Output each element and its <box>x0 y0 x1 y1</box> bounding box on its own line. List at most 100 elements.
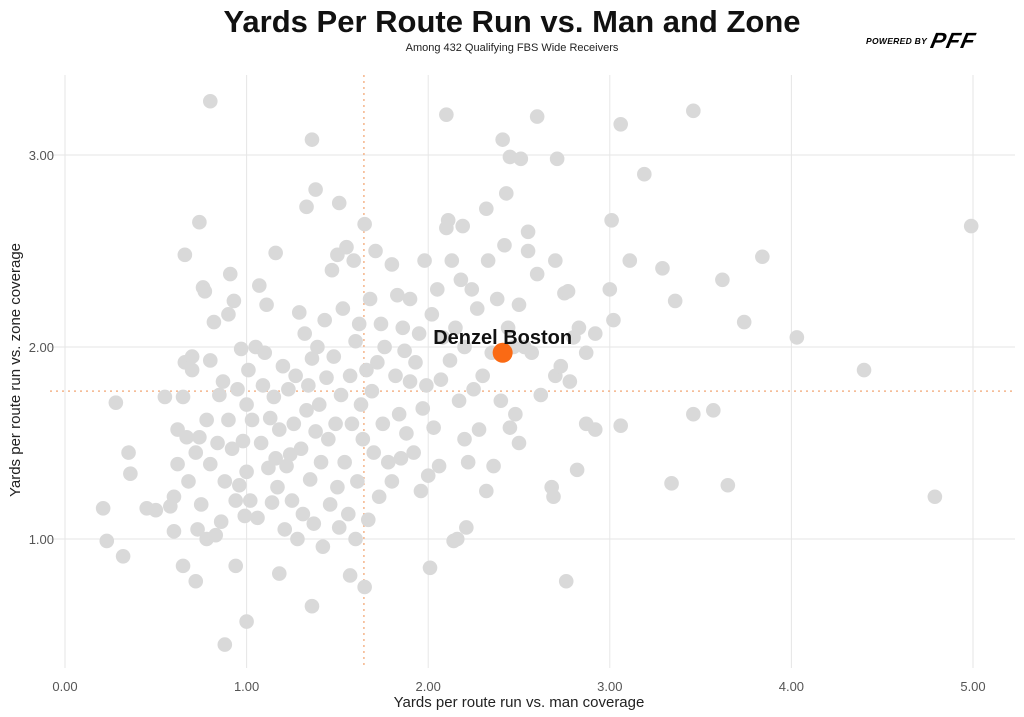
data-point <box>295 506 311 522</box>
powered-by-text: POWERED BY <box>866 36 928 46</box>
data-point <box>524 345 540 361</box>
x-axis-label: Yards per route run vs. man coverage <box>394 694 645 711</box>
data-point <box>221 307 236 322</box>
data-point <box>208 527 224 543</box>
data-point <box>502 149 518 165</box>
data-point <box>179 429 194 445</box>
data-point <box>419 378 434 393</box>
x-tick-label: 4.00 <box>779 679 804 694</box>
data-point <box>170 456 185 472</box>
data-point <box>927 489 943 505</box>
data-point <box>375 416 391 432</box>
data-point <box>286 416 302 432</box>
data-point <box>426 420 441 435</box>
data-point <box>435 330 451 345</box>
data-point <box>253 435 269 451</box>
data-point <box>348 531 363 547</box>
data-point <box>364 383 380 399</box>
data-point <box>181 474 196 489</box>
data-point <box>571 320 587 336</box>
data-point <box>431 458 447 474</box>
data-point <box>442 353 458 368</box>
reference-lines <box>50 75 1015 668</box>
data-point <box>275 358 291 374</box>
data-point <box>311 397 327 412</box>
data-point <box>317 312 332 328</box>
data-point <box>380 454 396 470</box>
data-point <box>175 558 191 574</box>
data-point <box>293 441 309 457</box>
data-point <box>558 573 574 589</box>
data-point <box>348 333 363 349</box>
data-point <box>308 424 323 439</box>
data-point <box>268 245 283 261</box>
data-point <box>304 351 320 366</box>
data-point <box>362 291 378 307</box>
data-point <box>123 466 138 482</box>
data-point <box>480 253 496 268</box>
data-point <box>502 420 518 435</box>
data-point <box>308 182 323 197</box>
data-point <box>259 297 274 313</box>
data-point <box>511 297 527 313</box>
data-point <box>395 320 411 336</box>
y-tick-label: 1.00 <box>29 532 54 547</box>
data-point <box>297 326 313 341</box>
data-point <box>562 374 578 389</box>
data-point <box>460 454 476 470</box>
data-point <box>755 249 770 265</box>
highlight-point <box>492 342 513 363</box>
data-point <box>513 151 529 167</box>
data-point <box>439 220 454 236</box>
data-point <box>190 522 205 537</box>
data-point <box>604 212 619 228</box>
data-point <box>520 224 536 240</box>
data-point <box>197 284 213 299</box>
data-point <box>321 431 336 447</box>
data-point <box>322 497 338 512</box>
data-point <box>242 493 258 508</box>
pff-logo: POWERED BY PFF <box>866 28 978 53</box>
data-point <box>328 416 343 432</box>
data-point <box>686 103 701 119</box>
data-point <box>244 412 260 428</box>
data-point <box>433 372 449 387</box>
data-point <box>370 355 385 370</box>
data-point <box>239 464 254 480</box>
data-point <box>359 362 374 378</box>
data-point <box>546 489 561 505</box>
data-point <box>553 358 569 374</box>
data-point <box>655 260 670 276</box>
data-point <box>384 257 400 272</box>
data-point <box>148 502 164 518</box>
data-point <box>402 291 418 307</box>
data-point <box>184 362 200 378</box>
data-point <box>451 393 467 409</box>
data-point <box>330 479 345 495</box>
data-point <box>360 512 376 528</box>
data-point <box>508 406 523 422</box>
data-point <box>193 497 209 512</box>
data-point <box>281 381 296 397</box>
data-point <box>324 262 340 278</box>
data-point <box>457 339 472 355</box>
data-point <box>464 282 480 297</box>
data-point <box>471 422 487 437</box>
data-point <box>495 132 510 147</box>
data-point <box>548 253 563 268</box>
data-point <box>706 403 721 418</box>
data-point <box>587 422 603 437</box>
data-point <box>277 522 293 537</box>
data-point <box>184 349 200 364</box>
data-point <box>397 343 412 359</box>
data-point <box>429 282 445 297</box>
y-tick-label: 2.00 <box>29 340 54 355</box>
y-axis-label: Yards per route run vs. zone coverage <box>7 243 24 497</box>
data-point <box>299 403 314 418</box>
data-point <box>475 368 490 384</box>
data-point <box>498 186 514 201</box>
data-point <box>789 330 805 345</box>
chart-title: Yards Per Route Run vs. Man and Zone <box>223 4 801 39</box>
data-point <box>344 416 360 432</box>
